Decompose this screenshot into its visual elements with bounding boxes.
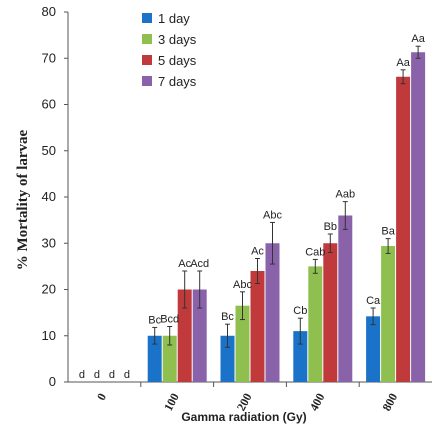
y-tick-label: 80 (42, 4, 56, 19)
bar (162, 335, 177, 382)
bar (192, 289, 207, 382)
data-label: Cb (293, 305, 307, 317)
bar (250, 271, 265, 382)
data-label: Acd (190, 258, 209, 270)
data-label: Aa (396, 57, 410, 69)
y-tick-label: 70 (42, 50, 56, 65)
x-tick-label: 0 (94, 391, 109, 403)
legend-label: 3 days (158, 32, 197, 47)
y-tick-label: 40 (42, 189, 56, 204)
legend-label: 5 days (158, 53, 197, 68)
bar (147, 335, 162, 382)
legend-swatch (142, 55, 152, 65)
x-axis-title: Gamma radiation (Gy) (181, 410, 306, 424)
bar (235, 305, 250, 382)
data-labels-group: d Bc Bc Cb Ca d Bcd Abc Cab Ba d Ac Ac Bb Aa d Acd Abc Aab… (79, 33, 426, 381)
bar (265, 243, 280, 382)
legend-swatch (142, 76, 152, 86)
legend: 1 day 3 days 5 days 7 days (142, 11, 197, 89)
bars-group (147, 45, 426, 383)
data-label: Bc (148, 314, 161, 326)
data-label: d (79, 369, 85, 381)
data-label: Cab (305, 246, 325, 258)
y-tick-label: 60 (42, 97, 56, 112)
bar (323, 243, 338, 382)
y-tick-label: 20 (42, 282, 56, 297)
x-tick-label: 800 (379, 391, 400, 413)
bar (411, 52, 426, 383)
data-label: Abc (263, 209, 282, 221)
data-label: d (94, 369, 100, 381)
data-label: Ba (381, 226, 395, 238)
data-label: Bc (221, 311, 234, 323)
y-tick-label: 50 (42, 143, 56, 158)
data-label: Bcd (160, 314, 179, 326)
data-label: Ca (366, 295, 381, 307)
bar (396, 76, 411, 382)
x-tick-label: 400 (307, 391, 328, 413)
data-label: Bb (324, 221, 337, 233)
data-label: Abc (233, 279, 252, 291)
data-label: d (109, 369, 115, 381)
y-tick-label: 0 (49, 374, 56, 389)
y-tick-label: 10 (42, 328, 56, 343)
bar (220, 335, 235, 382)
data-label: Aa (411, 33, 425, 45)
bar (338, 215, 353, 382)
data-label: Ac (251, 246, 264, 258)
legend-swatch (142, 34, 152, 44)
legend-label: 7 days (158, 74, 197, 89)
legend-swatch (142, 13, 152, 23)
data-label: Aab (336, 189, 356, 201)
y-axis-title: % Mortality of larvae (15, 129, 31, 270)
y-tick-label: 30 (42, 235, 56, 250)
legend-label: 1 day (158, 11, 190, 26)
bar (366, 316, 381, 382)
data-label: Ac (178, 258, 191, 270)
bar (381, 246, 396, 382)
x-tick-label: 100 (161, 391, 182, 413)
data-label: d (124, 369, 130, 381)
bar (177, 289, 192, 382)
bar (308, 266, 323, 382)
bar (293, 331, 308, 382)
